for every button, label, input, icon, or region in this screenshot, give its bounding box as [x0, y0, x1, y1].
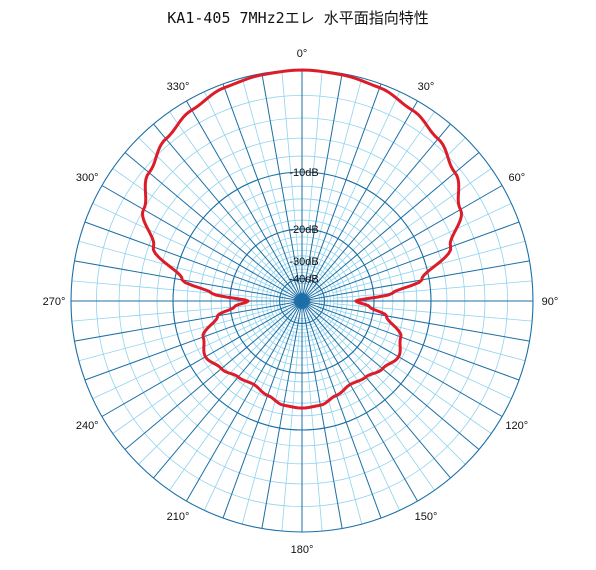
major-spoke — [261, 73, 303, 302]
chart-title: KA1-405 7MHz2エレ 水平面指向特性 — [167, 9, 429, 27]
center-hub — [294, 293, 310, 309]
minor-spoke — [138, 137, 280, 279]
minor-spoke — [319, 326, 435, 491]
major-spoke — [301, 300, 503, 417]
major-ring — [172, 171, 432, 431]
minor-spoke — [332, 240, 526, 294]
major-spoke — [84, 221, 303, 302]
major-spoke — [301, 152, 480, 302]
major-spoke — [301, 300, 520, 381]
angle-label: 90° — [542, 296, 559, 308]
angle-label: 300° — [76, 172, 99, 184]
minor-spoke — [112, 318, 277, 434]
angle-label: 60° — [508, 172, 525, 184]
minor-spoke — [281, 70, 300, 270]
major-spoke — [222, 300, 303, 519]
major-ring — [229, 228, 375, 374]
major-spoke — [153, 123, 303, 302]
minor-spoke — [78, 308, 272, 362]
minor-spoke — [333, 280, 533, 299]
major-spoke — [301, 300, 418, 502]
major-spoke — [301, 83, 382, 302]
ring-labels: -10dB -20dB -30dB -40dB — [289, 167, 318, 286]
major-spoke — [84, 300, 303, 381]
minor-spoke — [304, 70, 323, 270]
major-spoke — [301, 100, 418, 302]
minor-spoke — [78, 240, 272, 294]
major-spoke — [301, 185, 503, 302]
radiation-pattern-line — [141, 68, 463, 410]
minor-spoke — [309, 331, 363, 525]
major-spoke — [186, 100, 303, 302]
series-layer — [141, 68, 463, 410]
minor-spoke — [330, 203, 512, 288]
minor-spoke — [324, 137, 466, 279]
minor-spoke — [319, 111, 435, 276]
ring-label: -30dB — [289, 256, 318, 268]
minor-spoke — [204, 91, 289, 273]
ring-label: -40dB — [289, 274, 318, 286]
angle-label: 180° — [291, 544, 314, 556]
minor-spoke — [241, 77, 295, 271]
angle-label: 0° — [297, 48, 308, 60]
major-spoke — [153, 300, 303, 479]
major-spoke — [301, 300, 530, 342]
major-spoke — [301, 260, 530, 302]
angle-labels: 0° 30° 60° 90° 120° 150° 180° 210° 240° 270° 300° 3… — [43, 48, 559, 556]
ring-label: -20dB — [289, 224, 318, 236]
angle-label: 210° — [167, 511, 190, 523]
major-spoke — [301, 300, 382, 519]
minor-spoke — [330, 314, 512, 399]
minor-spoke — [309, 77, 363, 271]
major-spoke — [261, 300, 303, 529]
minor-spoke — [71, 280, 271, 299]
major-spoke — [101, 185, 303, 302]
major-grid — [70, 69, 534, 533]
minor-spoke — [304, 332, 323, 532]
major-spoke — [301, 73, 343, 302]
minor-spoke — [169, 111, 285, 276]
ring-label: -10dB — [289, 167, 318, 179]
minor-spoke — [324, 323, 466, 465]
major-spoke — [74, 260, 303, 302]
minor-spoke — [138, 323, 280, 465]
major-spoke — [301, 221, 520, 302]
angle-label: 240° — [76, 420, 99, 432]
minor-spoke — [169, 326, 285, 491]
angle-label: 120° — [505, 420, 528, 432]
minor-spoke — [327, 318, 492, 434]
major-spoke — [301, 300, 343, 529]
angle-label: 30° — [418, 81, 435, 93]
major-spoke — [222, 83, 303, 302]
major-spoke — [101, 300, 303, 417]
major-spoke — [186, 300, 303, 502]
minor-spoke — [204, 329, 289, 511]
major-spoke — [301, 300, 480, 450]
minor-spoke — [315, 91, 400, 273]
minor-spoke — [112, 168, 277, 284]
minor-spoke — [327, 168, 492, 284]
angle-label: 330° — [167, 81, 190, 93]
minor-spoke — [315, 329, 400, 511]
minor-spoke — [92, 203, 274, 288]
major-spoke — [301, 123, 451, 302]
minor-spoke — [241, 331, 295, 525]
minor-spoke — [92, 314, 274, 399]
angle-label: 270° — [43, 296, 66, 308]
major-ring — [278, 277, 326, 325]
minor-spoke — [281, 332, 300, 532]
major-spoke — [301, 300, 451, 479]
angle-label: 150° — [415, 511, 438, 523]
major-spoke — [124, 300, 303, 450]
major-spoke — [74, 300, 303, 342]
major-spoke — [124, 152, 303, 302]
minor-spoke — [332, 308, 526, 362]
